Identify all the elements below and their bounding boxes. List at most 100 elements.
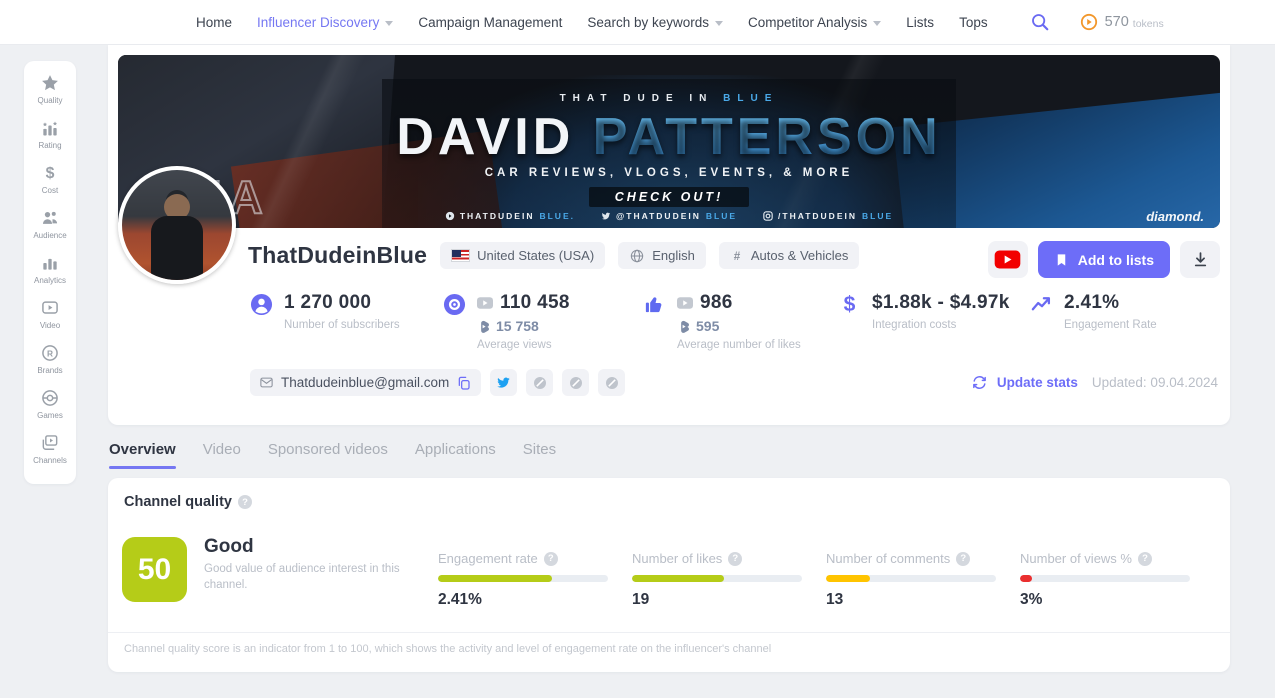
- metric-label: Engagement rate: [438, 551, 538, 566]
- metric-progress-fill: [1020, 575, 1032, 582]
- sidebar-item-audience[interactable]: Audience: [33, 208, 67, 240]
- stat-average-views: 110 458 15 758 Average views: [443, 292, 643, 351]
- category-badge: # Autos & Vehicles: [718, 242, 860, 269]
- tab-sites[interactable]: Sites: [522, 441, 557, 458]
- nav-item-label: Lists: [906, 14, 935, 30]
- help-icon[interactable]: ?: [1137, 551, 1152, 566]
- twitter-icon: [497, 377, 511, 388]
- add-to-lists-button[interactable]: Add to lists: [1037, 241, 1170, 278]
- nav-item-label: Campaign Management: [418, 14, 563, 30]
- chevron-down-icon: [714, 20, 723, 26]
- stat-average-likes: 986 595 Average number of likes: [643, 292, 838, 351]
- globe-icon: [630, 249, 644, 262]
- sidebar-item-rating[interactable]: Rating: [38, 118, 62, 150]
- metric-number-of-views-percent: Number of views %? 3%: [1020, 551, 1190, 609]
- nav-item-competitor-analysis[interactable]: Competitor Analysis: [748, 15, 882, 30]
- sidebar-item-quality[interactable]: Quality: [38, 73, 62, 105]
- sidebar-item-label: Audience: [33, 231, 67, 240]
- tab-applications[interactable]: Applications: [414, 441, 496, 458]
- quality-title: Channel quality: [124, 494, 232, 510]
- download-report-button[interactable]: [1180, 241, 1220, 278]
- video-player-icon: [42, 301, 58, 314]
- contact-row: Thatdudeinblue@gmail.com Update stats Up…: [250, 369, 1218, 396]
- youtube-icon: [445, 211, 455, 221]
- token-play-icon: [1080, 13, 1097, 31]
- help-icon[interactable]: ?: [956, 551, 971, 566]
- tab-video[interactable]: Video: [202, 441, 241, 458]
- stat-label: Number of subscribers: [284, 319, 400, 331]
- banner-social-handles: THATDUDEIN BLUE. @THATDUDEIN BLUE /THATDUD…: [118, 211, 1220, 221]
- subscribers-icon: [250, 293, 273, 316]
- youtube-channel-button[interactable]: [987, 241, 1028, 278]
- social-link-placeholder-button[interactable]: [562, 369, 590, 396]
- sidebar-item-games[interactable]: Games: [37, 388, 63, 420]
- sidebar-item-channels[interactable]: Channels: [33, 433, 67, 465]
- social-link-placeholder-button[interactable]: [598, 369, 626, 396]
- tab-overview[interactable]: Overview: [109, 441, 176, 469]
- section-sidebar: Quality Rating $ Cost Audience Analytics…: [24, 61, 76, 484]
- sidebar-item-label: Channels: [33, 456, 67, 465]
- metric-progress-fill: [438, 575, 552, 582]
- stat-value: $1.88k - $4.97k: [872, 292, 1010, 313]
- star-icon: [42, 75, 58, 91]
- thumb-up-icon: [645, 297, 662, 313]
- dollar-icon: $: [46, 165, 55, 182]
- sidebar-item-label: Analytics: [33, 276, 66, 285]
- shorts-mini-icon: [481, 320, 490, 333]
- update-stats-link[interactable]: Update stats: [996, 375, 1078, 390]
- views-eye-icon: [443, 293, 466, 316]
- copy-icon[interactable]: [456, 375, 472, 391]
- metric-value: 13: [826, 591, 844, 608]
- country-badge: United States (USA): [440, 242, 606, 269]
- nav-item-label: Tops: [959, 14, 988, 30]
- channel-name: ThatDudeinBlue: [248, 242, 428, 268]
- stat-label: Integration costs: [872, 319, 957, 331]
- sidebar-item-video[interactable]: Video: [40, 298, 60, 330]
- nav-item-home[interactable]: Home: [196, 15, 232, 30]
- help-icon[interactable]: ?: [728, 551, 743, 566]
- banner-topline-accent: BLUE: [723, 93, 779, 104]
- email-pill[interactable]: Thatdudeinblue@gmail.com: [250, 369, 482, 396]
- youtube-mini-icon: [677, 297, 693, 309]
- stat-value: 110 458: [500, 292, 570, 313]
- tab-sponsored-videos[interactable]: Sponsored videos: [267, 441, 388, 458]
- email-address: Thatdudeinblue@gmail.com: [281, 375, 450, 390]
- refresh-icon[interactable]: [971, 374, 988, 391]
- handle-accent: BLUE: [862, 211, 894, 221]
- metric-number-of-likes: Number of likes? 19: [632, 551, 802, 609]
- youtube-mini-icon: [477, 297, 493, 309]
- metric-number-of-comments: Number of comments? 13: [826, 551, 996, 609]
- top-navigation-bar: Home Influencer Discovery Campaign Manag…: [0, 0, 1275, 45]
- banner-cta-text: CHECK OUT!: [588, 187, 750, 207]
- stat-value: 986: [700, 292, 733, 313]
- metric-label: Number of likes: [632, 551, 723, 566]
- svg-text:#: #: [734, 250, 741, 263]
- tokens-balance[interactable]: 570 tokens: [1080, 13, 1164, 31]
- quality-grade: Good: [204, 536, 254, 557]
- nav-item-label: Search by keywords: [587, 14, 709, 30]
- nav-item-influencer-discovery[interactable]: Influencer Discovery: [257, 14, 394, 30]
- nav-item-search-by-keywords[interactable]: Search by keywords: [587, 15, 723, 30]
- trend-up-icon: [1031, 297, 1051, 311]
- help-icon[interactable]: ?: [237, 495, 252, 509]
- sidebar-item-brands[interactable]: R Brands: [37, 343, 63, 375]
- sidebar-item-analytics[interactable]: Analytics: [34, 253, 66, 285]
- quality-score-badge: 50: [122, 537, 187, 602]
- dollar-icon: $: [844, 293, 856, 316]
- nav-item-label: Influencer Discovery: [257, 14, 380, 30]
- nav-item-tops[interactable]: Tops: [959, 15, 988, 30]
- nav-item-lists[interactable]: Lists: [906, 15, 934, 30]
- country-badge-label: United States (USA): [477, 248, 595, 263]
- gamepad-icon: [42, 390, 58, 406]
- language-badge: English: [618, 242, 706, 269]
- sidebar-item-cost[interactable]: $ Cost: [40, 163, 60, 195]
- banner-cta: CHECK OUT!: [118, 187, 1220, 207]
- search-icon[interactable]: [1030, 12, 1050, 32]
- nav-item-campaign-management[interactable]: Campaign Management: [418, 15, 562, 30]
- social-link-placeholder-button[interactable]: [526, 369, 554, 396]
- twitter-link-button[interactable]: [490, 369, 518, 396]
- help-icon[interactable]: ?: [543, 551, 558, 566]
- metric-progress-track: [438, 575, 608, 582]
- tokens-label: tokens: [1132, 17, 1164, 30]
- avatar: [118, 166, 236, 284]
